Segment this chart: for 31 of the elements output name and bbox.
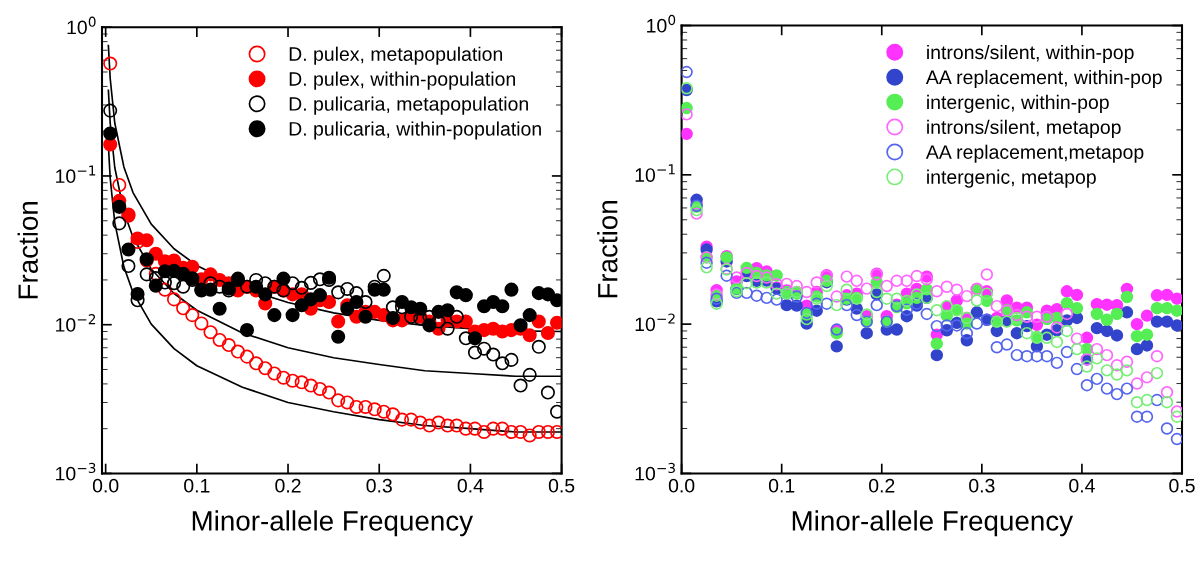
legend-label: AA replacement, within-pop	[925, 69, 1162, 89]
x-tick-label: 0.3	[969, 478, 995, 493]
legend-label: D. pulicaria, metapopulation	[289, 96, 528, 115]
x-tick-label: 0.5	[548, 478, 575, 493]
x-tick-label: 0.2	[869, 478, 895, 493]
x-tick-label: 0.2	[275, 478, 301, 493]
x-tick-label: 0.1	[768, 478, 795, 493]
y-axis-title: Fraction	[597, 201, 618, 298]
legend-label: introns/silent, metapop	[927, 119, 1121, 138]
legend-label: intergenic, within-pop	[927, 94, 1109, 113]
x-tick-label: 0.4	[1069, 478, 1095, 493]
legend-label: D. pulicaria, within-population	[289, 121, 541, 140]
legend-label: D. pulex, metapopulation	[289, 46, 503, 65]
legend-label: intergenic, metapop	[927, 169, 1096, 188]
y-tick-label: 10$^{−2}$	[635, 313, 675, 332]
x-tick-label: 0.4	[457, 478, 484, 493]
x-tick-label: 0.5	[1169, 478, 1195, 493]
y-tick-label: 10$^{0}$	[67, 16, 96, 35]
y-tick-label: 10$^{−1}$	[56, 165, 96, 184]
legend-label: D. pulex, within-population	[289, 71, 515, 90]
legend-label: AA replacement,metapop	[925, 144, 1144, 163]
x-axis-title: Minor-allele Frequency	[792, 510, 1074, 537]
y-tick-label: 10$^{0}$	[647, 14, 676, 33]
y-tick-label: 10$^{−1}$	[635, 164, 675, 182]
x-tick-label: 0.0	[92, 478, 119, 493]
x-tick-label: 0.3	[366, 478, 392, 493]
y-tick-label: 10$^{−2}$	[56, 314, 96, 332]
x-axis-title: Minor-allele Frequency	[192, 510, 474, 537]
legend-label: introns/silent, within-pop	[927, 44, 1134, 64]
y-axis-title: Fraction	[17, 201, 38, 299]
x-tick-label: 0.1	[184, 478, 210, 493]
